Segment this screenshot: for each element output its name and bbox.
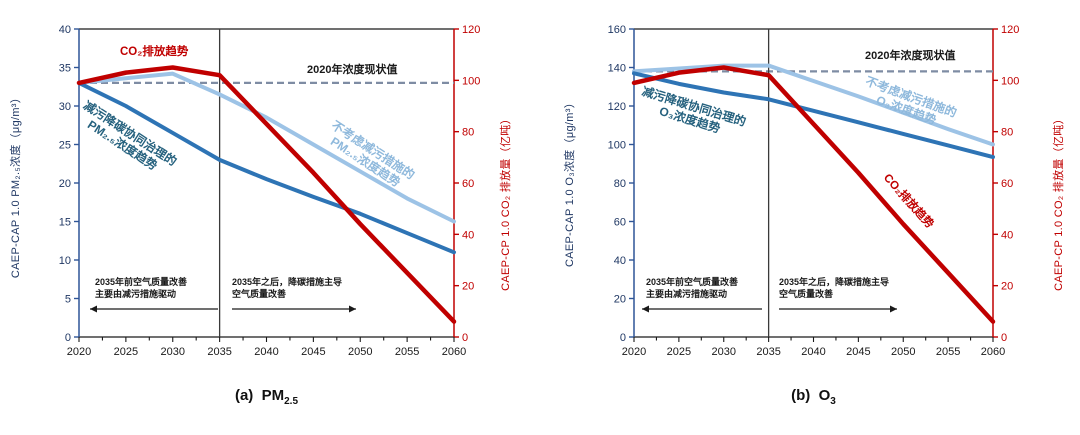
reference-2020-label: 2020年浓度现状值	[865, 50, 956, 62]
svg-text:2050: 2050	[891, 346, 915, 358]
svg-text:2025: 2025	[114, 346, 138, 358]
svg-text:5: 5	[65, 294, 71, 306]
svg-text:20: 20	[59, 178, 71, 190]
co2-trend-label: CO₂排放趋势	[120, 46, 189, 58]
annotation-before-line2: 主要由减污措施驱动	[95, 288, 177, 299]
svg-text:60: 60	[462, 178, 474, 190]
svg-text:2050: 2050	[348, 346, 372, 358]
annotation-before-line1: 2035年前空气质量改善	[95, 277, 188, 287]
svg-text:0: 0	[620, 332, 626, 344]
svg-text:2035: 2035	[207, 346, 231, 358]
svg-text:160: 160	[608, 24, 626, 36]
pm25-right-axis-title: CAEP-CP 1.0 CO₂ 排放量（亿吨）	[500, 113, 512, 291]
annotation-after-2035: 2035年之后，降碳措施主导 空气质量改善	[779, 277, 889, 300]
svg-text:140: 140	[608, 63, 626, 75]
annotation-after-line1: 2035年之后，降碳措施主导	[779, 277, 890, 287]
svg-text:10: 10	[59, 255, 71, 267]
svg-text:80: 80	[614, 178, 626, 190]
svg-text:40: 40	[1001, 229, 1013, 241]
svg-text:2020: 2020	[67, 346, 91, 358]
svg-text:100: 100	[462, 75, 480, 87]
svg-text:2060: 2060	[981, 346, 1005, 358]
caption-o3-subscript: 3	[830, 396, 836, 407]
caption-pm25-text: (a) PM	[234, 387, 285, 404]
svg-text:2060: 2060	[442, 346, 466, 358]
caption-pm25: (a) PM2.5	[79, 387, 454, 407]
annotation-after-2035: 2035年之后，降碳措施主导 空气质量改善	[232, 277, 342, 300]
annotation-before-2035: 2035年前空气质量改善 主要由减污措施驱动	[95, 277, 187, 300]
svg-text:80: 80	[1001, 127, 1013, 139]
annotation-after-line2: 空气质量改善	[232, 288, 287, 299]
panel-pm25: 0 5 10 15 20 25 30 35 40 0 20 40 60 80 100 120 2020 2025 2…	[10, 24, 512, 407]
svg-text:15: 15	[59, 217, 71, 229]
svg-text:40: 40	[462, 229, 474, 241]
svg-text:80: 80	[462, 127, 474, 139]
svg-text:2045: 2045	[301, 346, 325, 358]
svg-text:120: 120	[1001, 24, 1019, 36]
svg-text:120: 120	[608, 101, 626, 113]
svg-text:0: 0	[462, 332, 468, 344]
panel-o3: 0 20 40 60 80 100 120 140 160 0 20 40 60 80 100 120 2020…	[540, 0, 1080, 435]
reference-2020-label: 2020年浓度现状值	[307, 64, 398, 76]
svg-text:2045: 2045	[846, 346, 870, 358]
svg-text:20: 20	[614, 294, 626, 306]
annotation-after-line1: 2035年之后，降碳措施主导	[232, 277, 343, 287]
svg-text:2030: 2030	[712, 346, 736, 358]
svg-text:2035: 2035	[756, 346, 780, 358]
annotation-before-2035: 2035年前空气质量改善 主要由减污措施驱动	[646, 277, 738, 300]
svg-text:20: 20	[1001, 281, 1013, 293]
caption-o3-text: (b) O	[791, 387, 831, 404]
caption-o3: (b) O3	[634, 387, 993, 407]
svg-text:2055: 2055	[936, 346, 960, 358]
svg-text:40: 40	[614, 255, 626, 267]
svg-text:60: 60	[614, 217, 626, 229]
svg-text:2030: 2030	[161, 346, 185, 358]
svg-text:25: 25	[59, 140, 71, 152]
svg-text:100: 100	[608, 140, 626, 152]
svg-text:2055: 2055	[395, 346, 419, 358]
svg-text:2025: 2025	[667, 346, 691, 358]
svg-text:0: 0	[65, 332, 71, 344]
o3-right-axis-title: CAEP-CP 1.0 CO₂ 排放量（亿吨）	[1053, 113, 1065, 291]
svg-text:20: 20	[462, 281, 474, 293]
chart-o3-canvas: 0204060801001201401600204060801001202020…	[608, 24, 1020, 358]
svg-text:0: 0	[1001, 332, 1007, 344]
svg-text:40: 40	[59, 24, 71, 36]
o3-left-axis-title: CAEP-CAP 1.0 O₃浓度（μg/m³）	[564, 96, 576, 268]
svg-text:35: 35	[59, 63, 71, 75]
svg-text:60: 60	[1001, 178, 1013, 190]
annotation-after-line2: 空气质量改善	[779, 288, 834, 299]
svg-text:100: 100	[1001, 75, 1019, 87]
svg-text:2020: 2020	[622, 346, 646, 358]
svg-text:2040: 2040	[254, 346, 278, 358]
svg-text:2040: 2040	[801, 346, 825, 358]
svg-text:30: 30	[59, 101, 71, 113]
pm25-left-axis-title: CAEP-CAP 1.0 PM₂.₅浓度（μg/m³）	[10, 91, 22, 279]
annotation-before-line2: 主要由减污措施驱动	[646, 288, 728, 299]
caption-pm25-subscript: 2.5	[284, 396, 299, 407]
annotation-before-line1: 2035年前空气质量改善	[646, 277, 739, 287]
svg-text:120: 120	[462, 24, 480, 36]
